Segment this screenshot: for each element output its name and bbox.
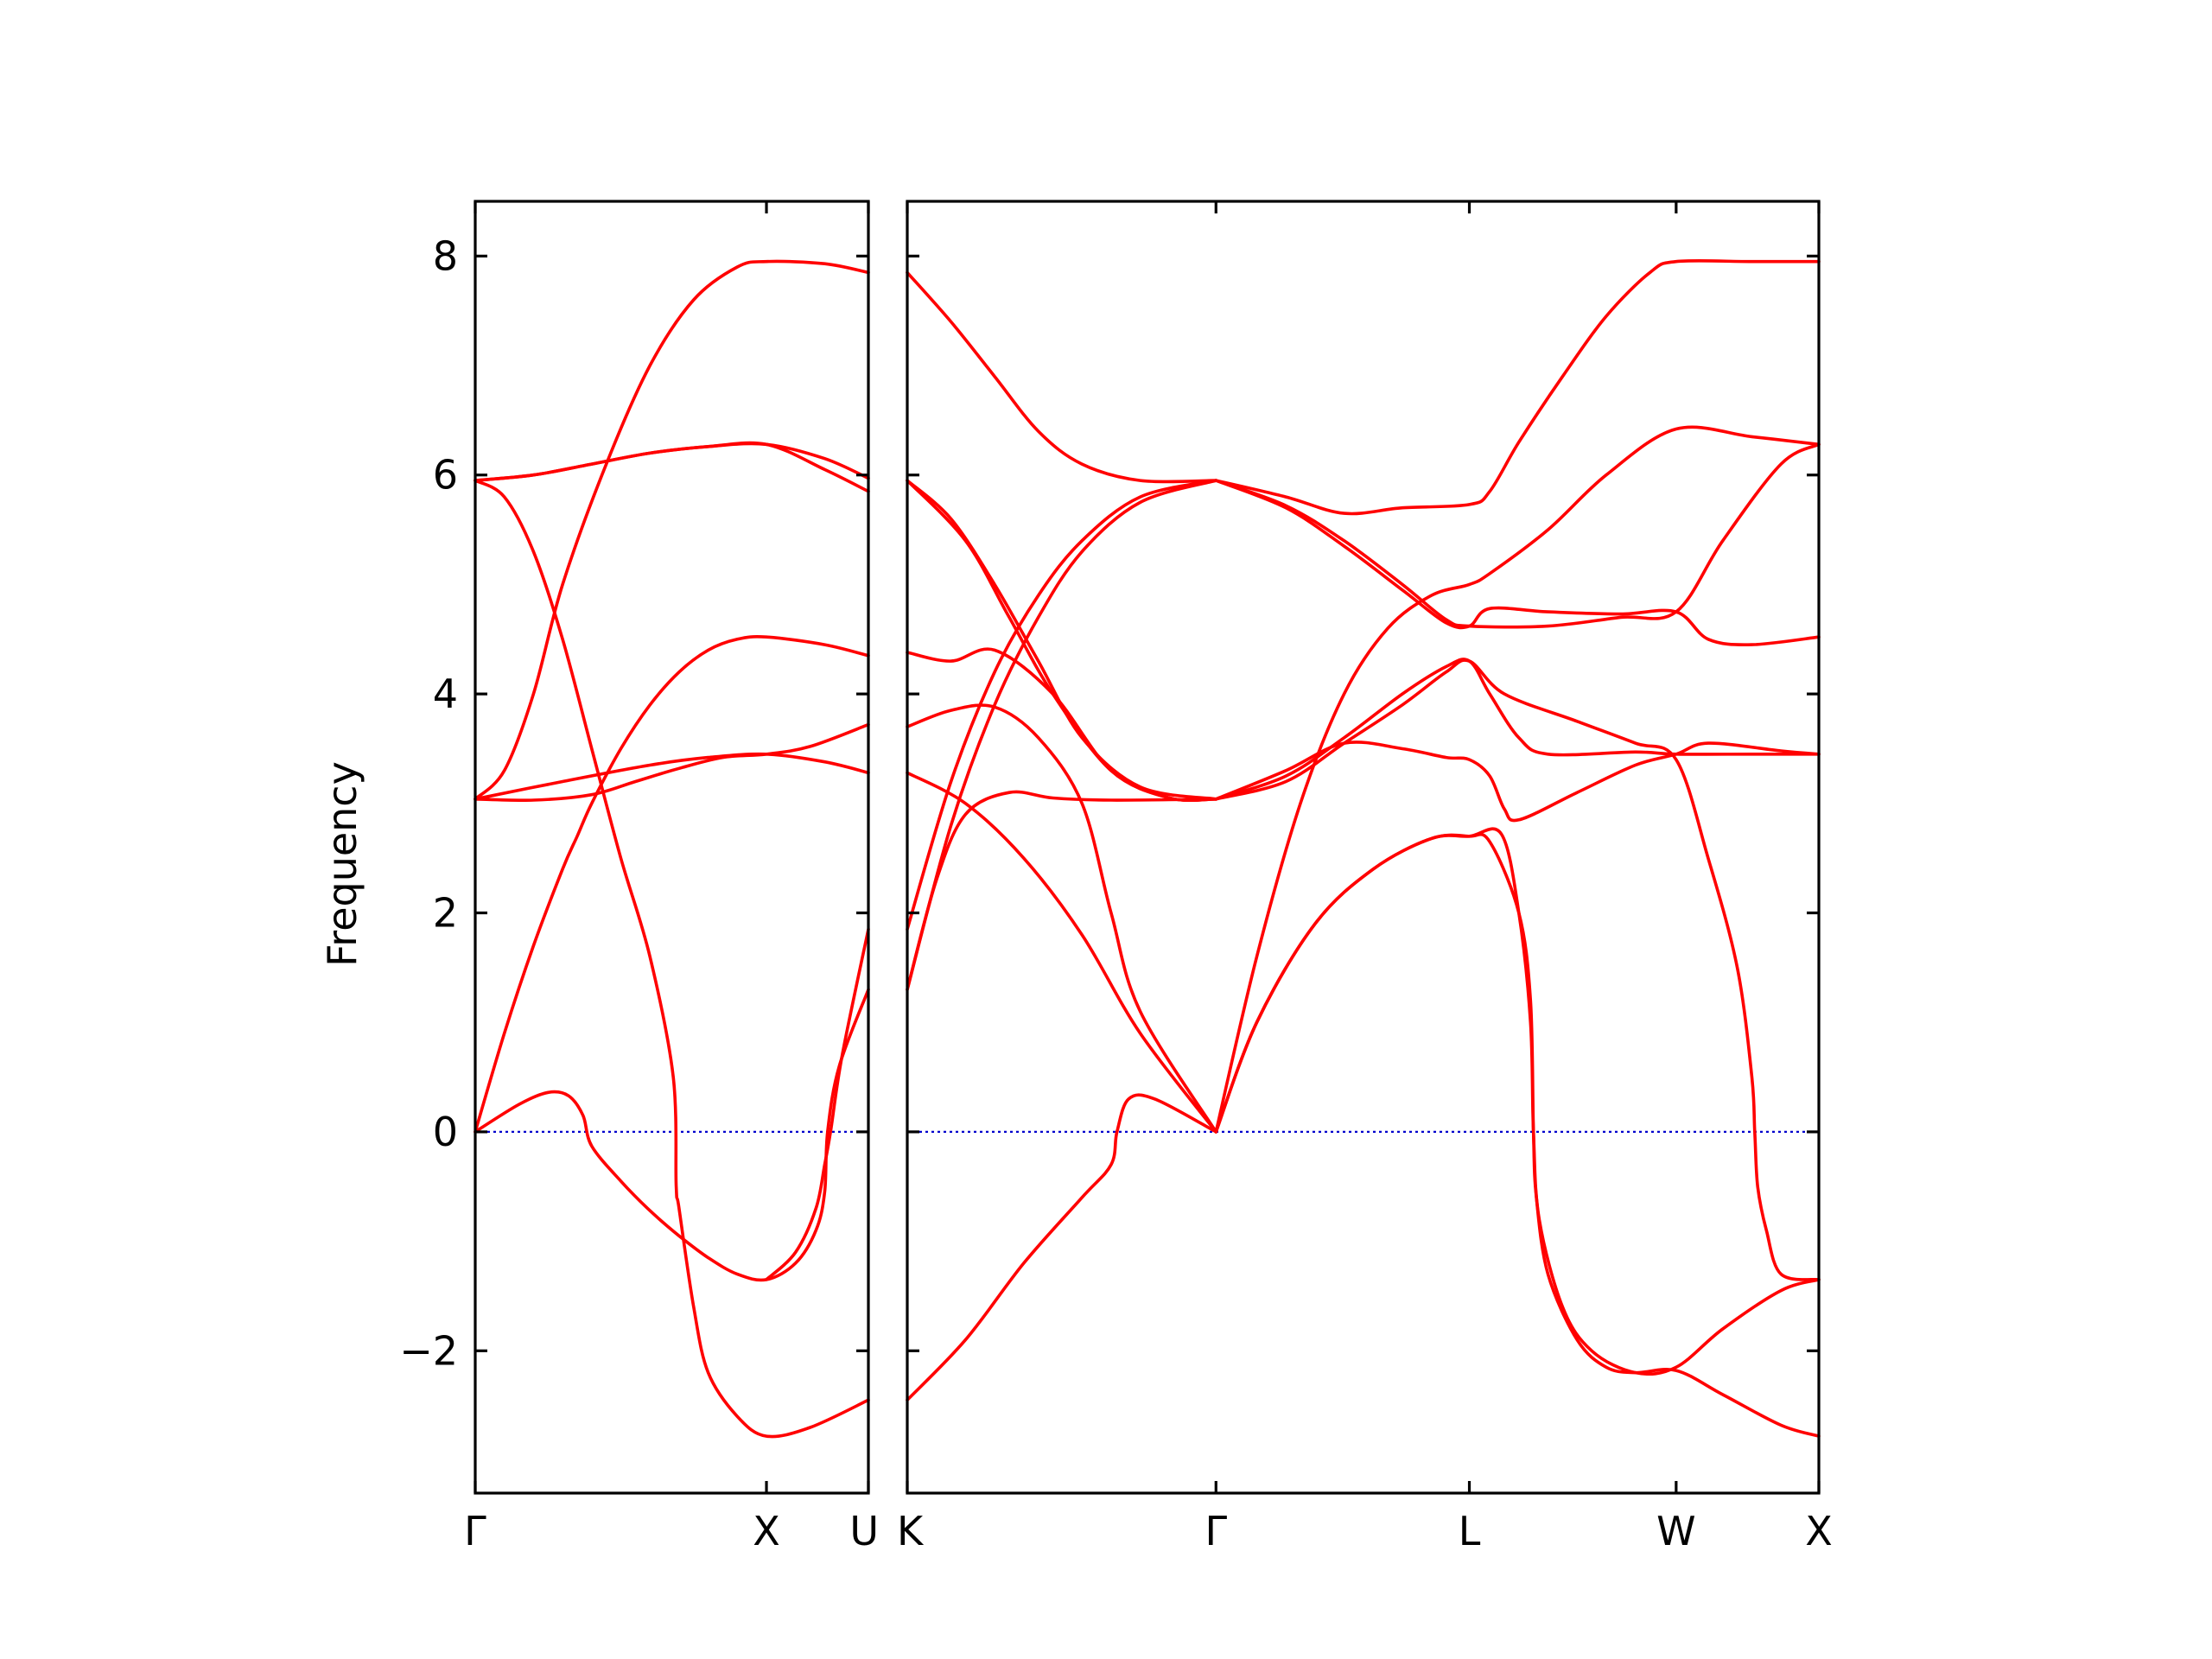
phonon-band	[1214, 741, 1821, 823]
phonon-band	[906, 703, 1218, 1134]
y-tick-label: 0	[433, 1109, 458, 1155]
phonon-band	[906, 479, 1218, 991]
x-tick-label: W	[1656, 1508, 1695, 1554]
phonon-band	[474, 441, 870, 493]
axes-frame	[906, 200, 1821, 1495]
x-tick-label: K	[897, 1508, 925, 1554]
x-tick-label: X	[1805, 1508, 1833, 1554]
x-tick-label: Γ	[464, 1508, 486, 1554]
phonon-band	[906, 771, 1218, 1134]
x-tick-label: X	[753, 1508, 780, 1554]
y-tick-label: 2	[433, 890, 458, 937]
phonon-band	[906, 270, 1218, 484]
y-tick-label: −2	[399, 1327, 458, 1374]
phonon-band	[765, 927, 870, 1281]
phonon-band	[1214, 658, 1821, 1281]
x-tick-label: U	[849, 1508, 879, 1554]
phonon-band	[474, 988, 870, 1282]
phonon-band	[474, 752, 870, 801]
phonon-band	[1214, 425, 1821, 1134]
y-tick-label: 4	[433, 671, 458, 717]
phonon-band	[474, 479, 870, 1439]
phonon-band	[1214, 658, 1821, 801]
y-axis-label: Frequency	[319, 761, 365, 967]
x-tick-label: L	[1459, 1508, 1481, 1554]
phonon-band	[474, 722, 870, 803]
phonon-band	[474, 635, 870, 1134]
y-tick-label: 6	[433, 452, 458, 499]
phonon-band	[906, 479, 1218, 803]
phonon-band	[1214, 827, 1821, 1376]
y-tick-labels: −2 0 2 4 6 8	[399, 232, 458, 1374]
x-tick-label: Γ	[1205, 1508, 1227, 1554]
phonon-band	[1214, 258, 1821, 516]
phonon-band	[906, 479, 1218, 801]
phonon-band	[906, 479, 1218, 931]
axes-frame	[474, 200, 870, 1495]
phonon-band	[474, 259, 870, 801]
phonon-band	[906, 1093, 1218, 1402]
y-tick-label: 8	[433, 232, 458, 279]
phonon-band	[1214, 479, 1821, 647]
phonon-band	[1214, 442, 1821, 629]
